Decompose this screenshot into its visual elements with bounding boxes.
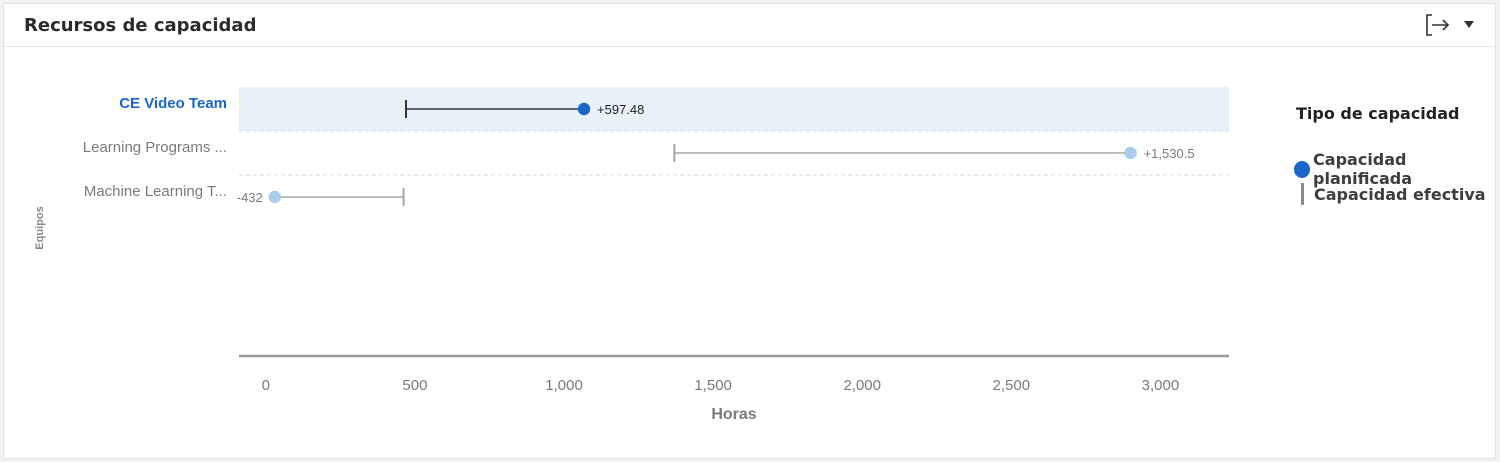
legend-item-effective[interactable]: Capacidad efectiva bbox=[1294, 183, 1486, 205]
difference-label: -432 bbox=[237, 190, 263, 205]
y-axis-title: Equipos bbox=[34, 206, 46, 249]
difference-label: +1,530.5 bbox=[1144, 146, 1195, 161]
planned-capacity-dot[interactable] bbox=[1124, 146, 1137, 160]
x-tick-label: 3,000 bbox=[1142, 377, 1180, 394]
difference-label: +597.48 bbox=[597, 102, 644, 117]
legend-label-effective: Capacidad efectiva bbox=[1314, 184, 1486, 204]
capacity-chart: Equipos CE Video Team +597.48 Learning Prog… bbox=[34, 87, 1229, 423]
x-tick-label: 0 bbox=[262, 377, 270, 394]
row-highlight-band bbox=[239, 87, 1229, 131]
legend-item-planned[interactable]: Capacidad planificada bbox=[1294, 150, 1500, 188]
category-label[interactable]: Machine Learning T... bbox=[84, 183, 227, 200]
planned-dot-icon bbox=[1294, 160, 1311, 178]
effective-bar-icon bbox=[1301, 183, 1304, 205]
panel-header: Recursos de capacidad bbox=[4, 4, 1495, 47]
capacity-panel: Recursos de capacidad bbox=[3, 3, 1496, 459]
panel-title: Recursos de capacidad bbox=[24, 15, 257, 36]
legend-label-planned: Capacidad planificada bbox=[1313, 150, 1413, 188]
category-label[interactable]: Learning Programs ... bbox=[83, 139, 227, 156]
category-label[interactable]: CE Video Team bbox=[119, 95, 227, 112]
planned-capacity-dot[interactable] bbox=[577, 102, 591, 116]
x-tick-label: 2,000 bbox=[843, 377, 881, 394]
x-tick-label: 2,500 bbox=[993, 377, 1031, 394]
export-icon[interactable] bbox=[1425, 13, 1451, 37]
x-tick-label: 1,500 bbox=[694, 377, 732, 394]
planned-capacity-dot[interactable] bbox=[268, 190, 281, 204]
chevron-down-icon[interactable] bbox=[1462, 18, 1476, 30]
x-axis-title: Horas bbox=[711, 406, 756, 423]
legend-title: Tipo de capacidad bbox=[1296, 104, 1460, 123]
x-tick-label: 500 bbox=[402, 377, 427, 394]
x-tick-label: 1,000 bbox=[545, 377, 583, 394]
